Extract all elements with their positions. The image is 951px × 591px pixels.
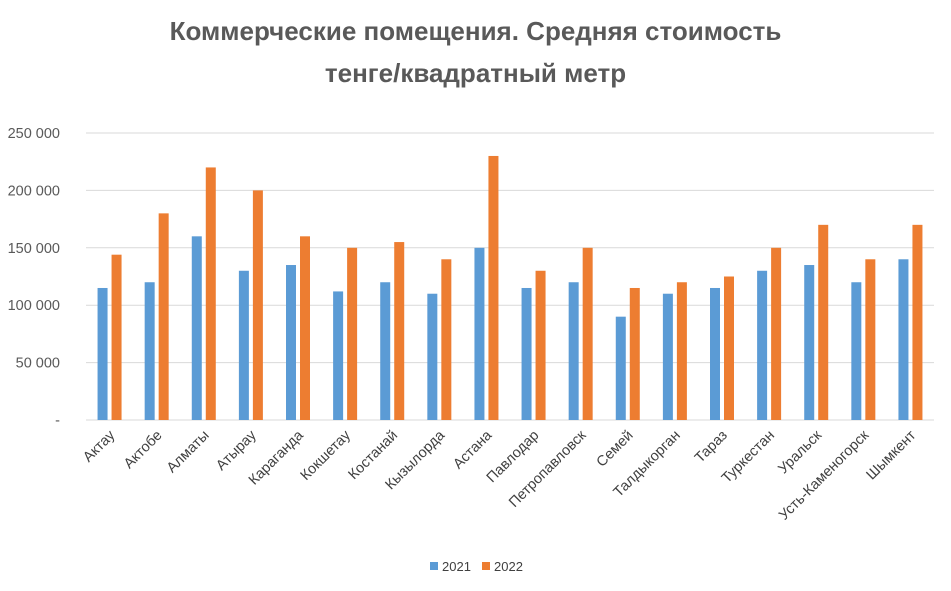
legend-swatch-2022 (482, 562, 490, 570)
y-tick-label: 100 000 (8, 298, 60, 314)
x-category-label: Семей (594, 428, 637, 471)
chart-title-line-2: тенге/квадратный метр (324, 58, 627, 88)
bar-2022-Караганда (300, 236, 310, 420)
bar-2022-Павлодар (535, 270, 546, 420)
legend: 2021 2022 (430, 559, 523, 574)
bar-2022-Талдыкорган (676, 282, 687, 420)
bar-2022-Шымкент (912, 224, 923, 420)
bar-2021-Актобе (144, 282, 155, 420)
bar-2022-Алматы (205, 167, 216, 420)
bar-2021-Алматы (191, 236, 202, 420)
bar-2021-Талдыкорган (662, 293, 673, 420)
bar-2021-Туркестан (757, 270, 768, 420)
chart-title: Коммерческие помещения. Средняя стоимост… (0, 10, 951, 94)
bar-2021-Петропавловск (568, 282, 579, 420)
bar-2022-Актау (111, 254, 122, 420)
x-category-label: Астана (450, 427, 496, 473)
bar-2021-Тараз (710, 287, 720, 420)
bar-2022-Уральск (818, 224, 829, 420)
bars (97, 155, 923, 420)
bar-2022-Кызылорда (441, 259, 452, 420)
bar-2021-Актау (97, 287, 108, 420)
bar-2021-Атырау (238, 270, 249, 420)
bar-2021-Караганда (286, 265, 296, 420)
bar-2021-Павлодар (521, 287, 532, 420)
y-tick-label: 150 000 (8, 241, 60, 257)
bar-2022-Усть-Каменогорск (865, 259, 876, 420)
y-tick-label: 50 000 (16, 356, 60, 372)
bar-2021-Кызылорда (427, 293, 438, 420)
bar-2022-Семей (629, 287, 640, 420)
bar-2021-Усть-Каменогорск (851, 282, 862, 420)
bar-2021-Кокшетау (333, 291, 344, 420)
x-category-label: Алматы (164, 428, 213, 477)
y-tick-label: 250 000 (8, 126, 60, 142)
x-category-label: Шымкент (863, 427, 919, 483)
bar-2022-Костанай (394, 242, 405, 420)
x-category-label: Усть-Каменогорск (776, 427, 873, 524)
bar-2022-Петропавловск (582, 247, 593, 420)
legend-label: 2021 (442, 559, 471, 574)
bar-2022-Кокшетау (347, 247, 358, 420)
x-category-label: Актобе (121, 428, 166, 473)
x-category-label: Кокшетау (298, 427, 355, 484)
bar-2022-Туркестан (771, 247, 782, 420)
x-category-label: Актау (80, 427, 119, 466)
legend-label: 2022 (494, 559, 523, 574)
bar-2022-Атырау (252, 190, 263, 420)
y-tick-label: 200 000 (8, 183, 60, 199)
bar-2022-Тараз (724, 276, 734, 420)
bar-2021-Шымкент (898, 259, 909, 420)
legend-swatch-2021 (430, 562, 438, 570)
bar-2021-Семей (615, 316, 626, 420)
x-category-label: Атырау (213, 427, 260, 474)
chart-title-line-1: Коммерческие помещения. Средняя стоимост… (169, 16, 782, 46)
bar-2022-Астана (488, 155, 499, 420)
y-axis-tick-labels: - 50 000 100 000 150 000 200 000 250 000 (8, 126, 61, 429)
bar-2022-Актобе (158, 213, 169, 420)
bar-2021-Уральск (804, 265, 815, 420)
bar-2021-Костанай (380, 282, 391, 420)
x-category-label: Тараз (692, 427, 731, 466)
bar-2021-Астана (474, 247, 485, 420)
y-tick-label: - (55, 413, 60, 429)
gridlines (86, 132, 934, 421)
